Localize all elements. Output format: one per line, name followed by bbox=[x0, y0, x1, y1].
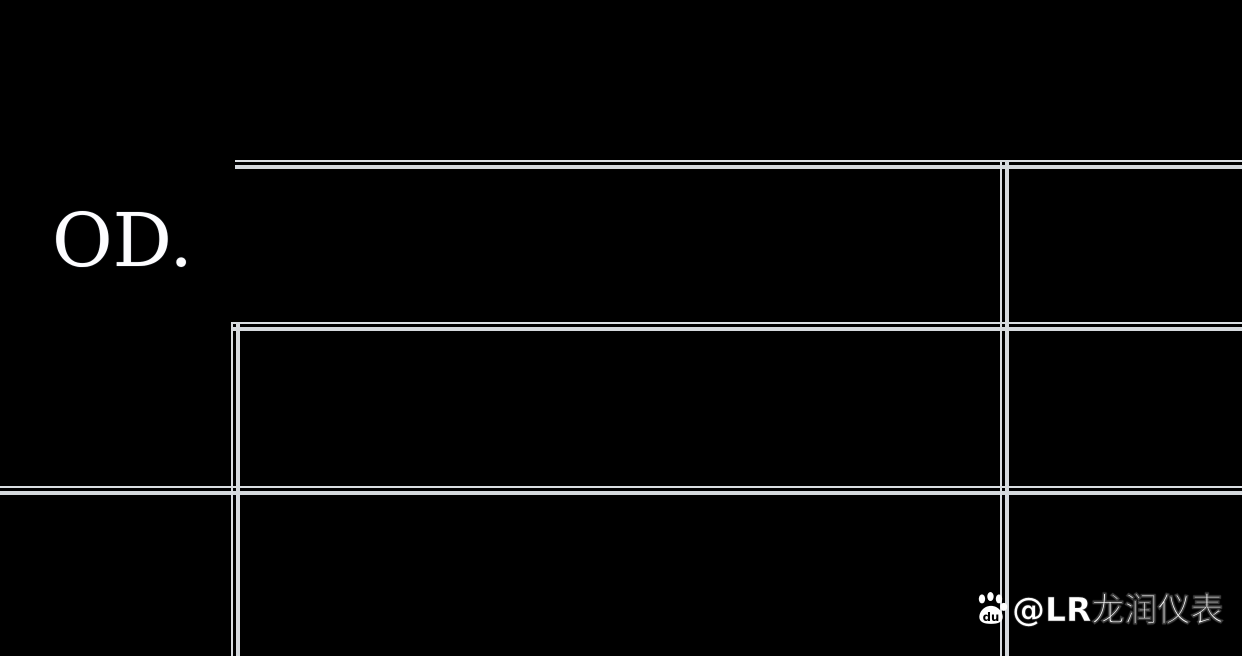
watermark: du @LR龙润仪表 bbox=[974, 589, 1224, 629]
lower-extension-line bbox=[0, 486, 1242, 495]
right-body-line bbox=[1000, 160, 1009, 656]
dimension-label-od: OD. bbox=[52, 198, 193, 284]
left-body-line bbox=[231, 322, 240, 656]
svg-text:du: du bbox=[983, 610, 1000, 624]
baidu-paw-logo-icon: du bbox=[978, 592, 1008, 624]
upper-extension-line bbox=[235, 160, 1242, 169]
middle-extension-line bbox=[233, 322, 1242, 331]
watermark-text: @LR龙润仪表 bbox=[1012, 589, 1224, 629]
